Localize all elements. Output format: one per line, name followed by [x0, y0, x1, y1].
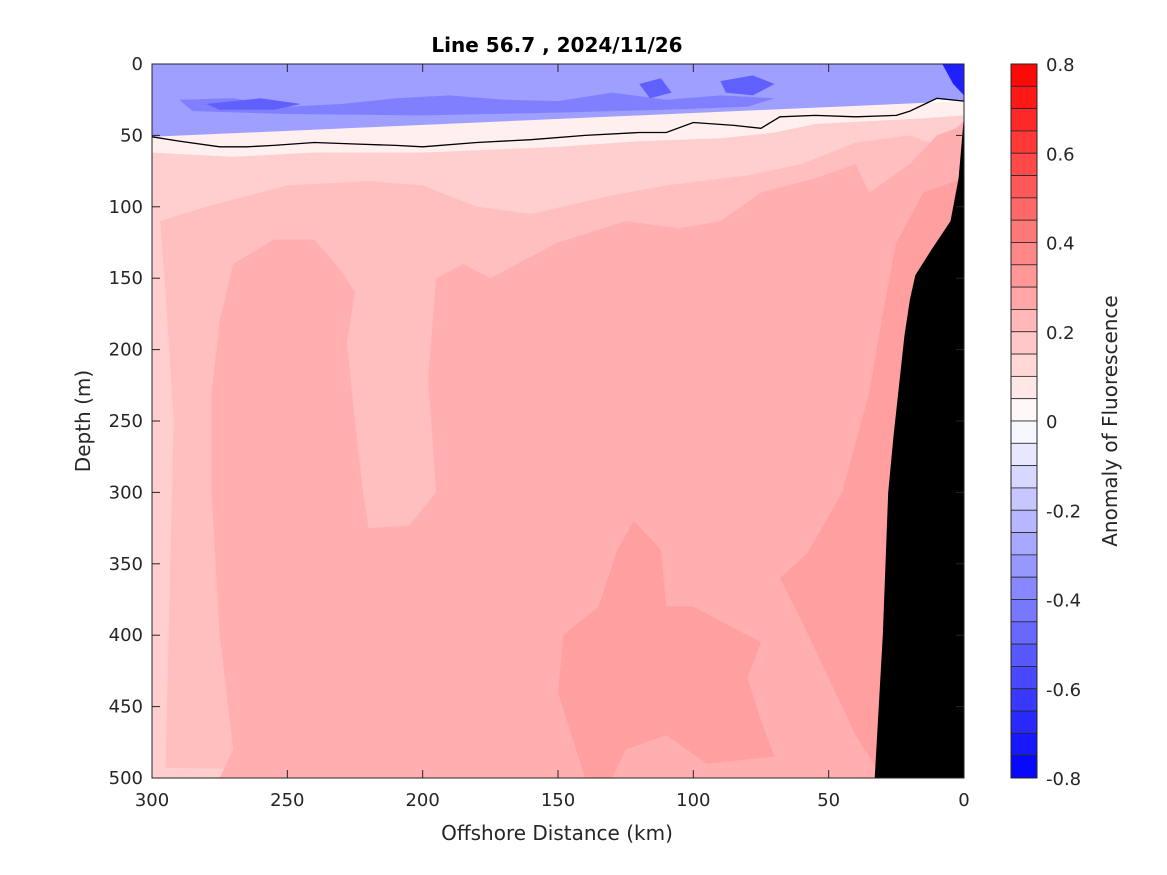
contour-region-6: [152, 101, 964, 157]
y-tick-label: 350: [109, 554, 143, 575]
colorbar-swatch: [1010, 732, 1038, 757]
colorbar-swatch: [1010, 286, 1038, 310]
colorbar-tick-label: 0: [1046, 412, 1057, 433]
colorbar-swatch: [1010, 353, 1038, 377]
colorbar-swatch: [1010, 532, 1038, 556]
colorbar-swatch: [1010, 219, 1038, 243]
colorbar-swatch: [1010, 621, 1038, 645]
y-tick-label: 400: [109, 625, 143, 646]
colorbar-swatch: [1010, 152, 1038, 176]
colorbar-swatch: [1010, 420, 1038, 444]
contour-region-3: [720, 75, 775, 96]
colorbar-tick-label: -0.6: [1046, 680, 1081, 701]
x-tick-label: 50: [817, 790, 840, 811]
colorbar-tick-label: 0.6: [1046, 144, 1075, 165]
colorbar-tick-label: -0.8: [1046, 769, 1081, 790]
plot-frame: [151, 63, 965, 779]
x-tick-label: 300: [135, 790, 169, 811]
y-axis: 0 50 100 150 200 250 300 350 400 450 500: [109, 54, 964, 789]
colorbar-swatch: [1010, 242, 1038, 266]
y-axis-label: Depth (m): [71, 370, 95, 472]
contour-region-1: [179, 92, 775, 116]
contour-region-10: [558, 178, 964, 778]
seafloor-mask: [874, 115, 964, 778]
colorbar-swatch: [1010, 643, 1038, 667]
contour-region-9: [211, 121, 964, 778]
x-axis-label: Offshore Distance (km): [441, 821, 673, 845]
y-tick-label: 300: [109, 482, 143, 503]
y-tick-label: 100: [109, 197, 143, 218]
colorbar-swatch: [1010, 130, 1038, 154]
colorbar-swatch: [1010, 309, 1038, 333]
x-axis: 300 250 200 150 100 50 0: [135, 64, 970, 811]
chart-title: Line 56.7 , 2024/11/26: [431, 33, 682, 57]
colorbar-swatch: [1010, 509, 1038, 533]
colorbar-frame: [1010, 63, 1038, 779]
contour-region-5: [942, 64, 964, 96]
contour-region-2: [206, 98, 301, 110]
colorbar-swatch: [1010, 688, 1038, 712]
colorbar-swatch: [1010, 710, 1038, 734]
y-tick-label: 50: [120, 125, 143, 146]
colorbar-tick-label: 0.8: [1046, 55, 1075, 76]
x-tick-label: 250: [270, 790, 304, 811]
colorbar-tick-label: -0.2: [1046, 501, 1081, 522]
colorbar-swatch: [1010, 197, 1038, 221]
colorbar-swatch: [1010, 576, 1038, 600]
colorbar-tick-label: -0.4: [1046, 591, 1081, 612]
colorbar-swatch: [1010, 755, 1038, 779]
colorbar-swatch: [1010, 465, 1038, 489]
colorbar: 0.8 0.6 0.4 0.2 0 -0.2 -0.4 -0.6 -0.8: [1010, 55, 1081, 790]
colorbar-tick-label: 0.4: [1046, 234, 1075, 255]
colorbar-swatch: [1010, 375, 1038, 400]
colorbar-swatch: [1010, 331, 1038, 355]
y-tick-label: 150: [109, 268, 143, 289]
x-tick-label: 100: [676, 790, 710, 811]
y-tick-label: 250: [109, 411, 143, 432]
y-tick-label: 0: [132, 54, 143, 75]
x-tick-label: 0: [958, 790, 969, 811]
y-tick-label: 500: [109, 768, 143, 789]
contour-region-4: [639, 78, 672, 99]
y-tick-label: 200: [109, 340, 143, 361]
colorbar-swatch: [1010, 264, 1038, 288]
zero-contour-line: [152, 97, 964, 148]
colorbar-swatch: [1010, 85, 1038, 110]
colorbar-swatch: [1010, 63, 1038, 87]
colorbar-swatch: [1010, 398, 1038, 422]
x-tick-label: 150: [541, 790, 575, 811]
y-tick-label: 450: [109, 697, 143, 718]
colorbar-tick-label: 0.2: [1046, 323, 1075, 344]
colorbar-swatch: [1010, 554, 1038, 578]
colorbar-swatch: [1010, 666, 1038, 690]
colorbar-swatch: [1010, 442, 1038, 467]
colorbar-swatch: [1010, 599, 1038, 623]
x-tick-label: 200: [405, 790, 439, 811]
colorbar-swatch: [1010, 487, 1038, 511]
colorbar-label: Anomaly of Fluorescence: [1098, 295, 1122, 546]
colorbar-swatch: [1010, 175, 1038, 199]
plot-area: [152, 64, 964, 778]
colorbar-swatch: [1010, 108, 1038, 132]
